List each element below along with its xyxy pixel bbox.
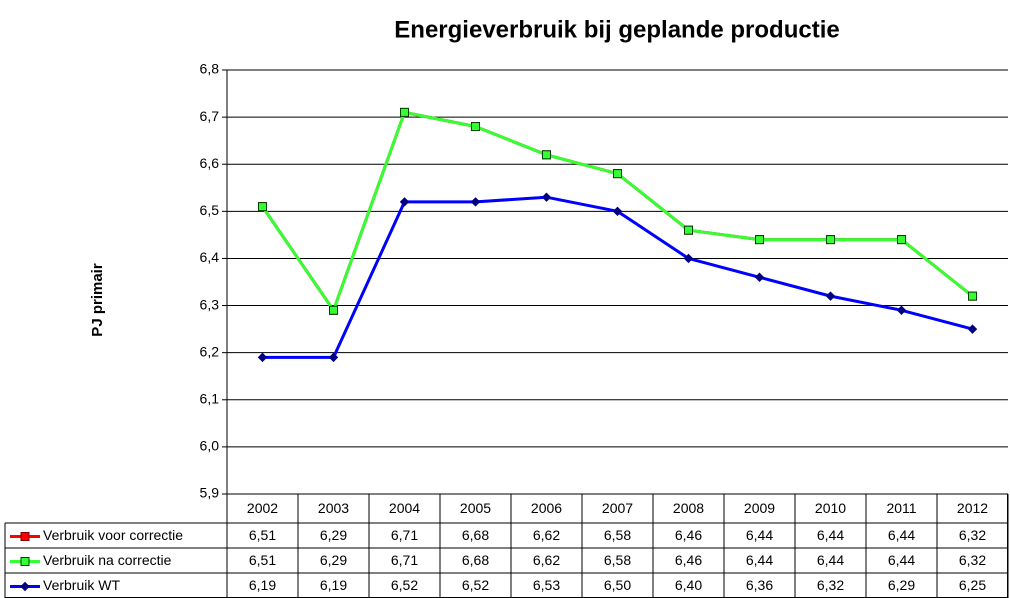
data-label: 6,44 [888,552,915,568]
y-tick-label: 6,7 [200,108,220,124]
data-label: 6,71 [391,527,418,543]
data-label: 6,44 [746,552,773,568]
point [471,122,480,132]
data-label: 6,52 [462,577,489,593]
x-tick-label: 2003 [318,500,349,516]
data-label: 6,71 [391,552,418,568]
data-label: 6,68 [462,527,489,543]
y-tick-label: 6,0 [200,438,220,454]
x-tick-label: 2005 [460,500,491,516]
data-label: 6,52 [391,577,418,593]
data-label: 6,58 [604,552,631,568]
point [896,305,907,315]
point [257,352,268,363]
data-label: 6,50 [604,577,631,593]
y-tick-label: 6,1 [200,390,220,406]
data-label: 6,19 [320,577,347,593]
point [612,206,623,217]
data-label: 6,44 [817,527,844,543]
data-label: 6,46 [675,527,702,543]
data-label: 6,51 [249,527,276,543]
y-tick-label: 6,2 [200,343,220,359]
data-label: 6,25 [959,577,986,593]
y-tick-label: 6,4 [200,249,220,265]
x-tick-label: 2006 [531,500,562,516]
point [470,197,481,207]
legend-label: Verbruik WT [43,577,120,593]
point [754,272,765,282]
data-label: 6,29 [320,552,347,568]
data-label: 6,68 [462,552,489,568]
point [968,291,977,301]
point [897,235,906,245]
point [542,150,551,160]
data-label: 6,53 [533,577,560,593]
point [755,235,764,245]
data-label: 6,32 [817,577,844,593]
legend-label: Verbruik na correctie [43,552,172,568]
legend-marker [20,557,30,566]
data-label: 6,44 [746,527,773,543]
point [613,169,622,179]
legend-marker [20,532,30,541]
point [683,253,694,264]
point [328,352,339,363]
x-tick-label: 2004 [389,500,420,516]
legend-marker [20,581,30,592]
series-line [262,195,973,359]
data-label: 6,44 [888,527,915,543]
x-tick-label: 2012 [957,500,988,516]
y-tick-label: 6,6 [200,155,220,171]
data-label: 6,46 [675,552,702,568]
data-label: 6,29 [888,577,915,593]
legend-label: Verbruik voor correctie [43,527,183,543]
point [329,305,338,315]
y-tick-label: 6,5 [200,202,220,218]
x-tick-label: 2002 [247,500,278,516]
y-tick-label: 6,3 [200,296,220,312]
point [541,192,552,202]
point [825,291,836,301]
data-label: 6,19 [249,577,276,593]
data-label: 6,32 [959,527,986,543]
chart-title: Energieverbruik bij geplande productie [394,16,839,43]
data-label: 6,44 [817,552,844,568]
data-label: 6,62 [533,552,560,568]
y-tick-label: 5,9 [200,485,220,501]
point [826,235,835,245]
point [400,107,409,117]
data-label: 6,32 [959,552,986,568]
x-tick-label: 2007 [602,500,633,516]
data-label: 6,58 [604,527,631,543]
point [684,225,693,235]
data-label: 6,40 [675,577,702,593]
data-label: 6,36 [746,577,773,593]
x-tick-label: 2008 [673,500,704,516]
x-tick-label: 2010 [815,500,846,516]
point [967,324,978,334]
data-label: 6,29 [320,527,347,543]
point [399,197,410,207]
data-label: 6,51 [249,552,276,568]
point [258,202,267,212]
y-tick-label: 6,8 [200,61,220,77]
y-axis-label: PJ primair [89,263,106,337]
x-tick-label: 2011 [886,500,916,516]
x-tick-label: 2009 [744,500,775,516]
data-label: 6,62 [533,527,560,543]
